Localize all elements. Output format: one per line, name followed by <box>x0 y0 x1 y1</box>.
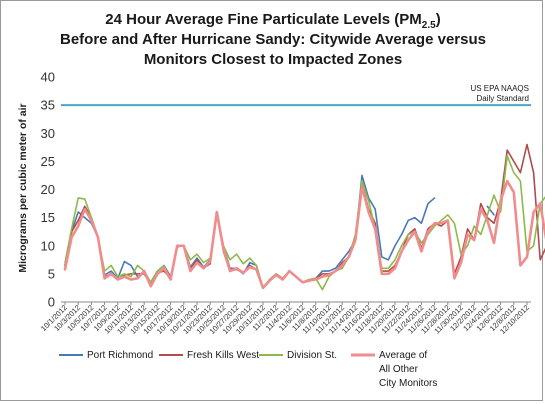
legend-item-port-richmond: Port Richmond <box>59 350 153 361</box>
series-line-port-richmond <box>64 174 495 289</box>
legend: Port Richmond Fresh Kills West Division … <box>59 350 437 389</box>
y-tick-label: 5 <box>48 266 55 281</box>
y-tick-label: 15 <box>41 210 55 225</box>
legend-label-division-st: Division St. <box>287 350 337 361</box>
x-axis: 10/1/201210/3/201210/5/201210/7/201210/9… <box>39 302 531 336</box>
legend-item-division-st: Division St. <box>259 350 337 361</box>
y-tick-label: 20 <box>41 182 55 197</box>
naaqs-label-line1: US EPA NAAQS <box>470 84 529 93</box>
y-axis: 0 5 10 15 20 25 30 35 40 <box>41 70 55 310</box>
y-tick-label: 35 <box>41 98 55 113</box>
y-tick-label: 40 <box>41 70 55 85</box>
chart-title-line3: Monitors Closest to Impacted Zones <box>144 51 402 68</box>
legend-item-fresh-kills-west: Fresh Kills West <box>159 350 259 361</box>
naaqs-label-line2: Daily Standard <box>477 94 529 103</box>
legend-label-average-line1: Average of <box>379 350 427 361</box>
series-line-average-of-all-other-city-monitors <box>63 179 545 290</box>
y-tick-label: 10 <box>41 238 55 253</box>
chart-title-line2: Before and After Hurricane Sandy: Citywi… <box>60 31 486 48</box>
y-tick-label: 30 <box>41 126 55 141</box>
y-tick-label: 0 <box>48 295 55 310</box>
legend-label-port-richmond: Port Richmond <box>87 350 153 361</box>
legend-label-fresh-kills-west: Fresh Kills West <box>187 350 259 361</box>
y-tick-label: 25 <box>41 154 55 169</box>
legend-label-average-line2: All Other <box>379 364 419 375</box>
legend-label-average-line3: City Monitors <box>379 378 437 389</box>
series-line-division-st <box>64 154 545 291</box>
y-axis-label: Micrograms per cubic meter of air <box>17 103 29 272</box>
legend-item-average-other-monitors: Average of All Other City Monitors <box>351 350 437 389</box>
chart-title-line1: 24 Hour Average Fine Particulate Levels … <box>105 11 440 31</box>
series-lines <box>63 143 545 291</box>
